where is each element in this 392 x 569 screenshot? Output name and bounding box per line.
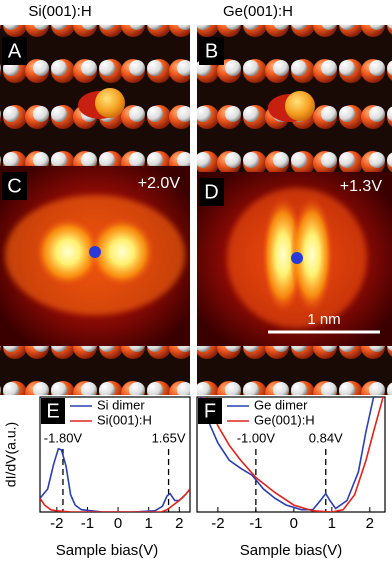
label-box — [199, 178, 224, 206]
panel-label: A — [8, 40, 22, 62]
legend-label: Si dimer — [97, 397, 145, 412]
series-line — [205, 397, 384, 512]
x-tick-label: 2 — [175, 515, 183, 532]
x-tick-label: -1 — [81, 515, 94, 532]
stm-image — [0, 166, 190, 346]
panel-label: F — [204, 400, 216, 422]
label-box — [2, 172, 27, 200]
x-tick-label: 1 — [328, 515, 336, 532]
marker-label: 0.84V — [309, 430, 343, 445]
legend-label: Ge(001):H — [254, 412, 315, 427]
curves — [200, 397, 384, 512]
x-tick-label: -2 — [211, 515, 224, 532]
x-axis-label: Sample bias(V) — [240, 542, 343, 559]
marker-label: -1.00V — [237, 430, 276, 445]
x-tick-label: -2 — [50, 515, 63, 532]
panel-label: B — [205, 40, 218, 62]
label-box — [41, 398, 65, 424]
series-line — [200, 397, 375, 511]
adatom — [95, 88, 125, 118]
y-axis-label: dI/dV(a.u.) — [3, 422, 19, 487]
x-axis-label: Sample bias(V) — [56, 542, 159, 559]
panel-label: E — [46, 400, 59, 422]
x-tick-label: 2 — [366, 515, 374, 532]
legend-label: Si(001):H — [97, 412, 152, 427]
header: Ge(001):H — [223, 3, 293, 20]
x-tick-label: 0 — [114, 515, 122, 532]
label-box — [2, 37, 27, 65]
x-tick-label: 1 — [145, 515, 153, 532]
label-box — [199, 37, 224, 65]
scale-bar-label: 1 nm — [307, 311, 340, 328]
bias-label: +2.0V — [138, 175, 181, 192]
x-tick-label: -1 — [249, 515, 262, 532]
panel-label: D — [204, 181, 218, 203]
x-tick-label: 0 — [290, 515, 298, 532]
stm-image — [197, 172, 392, 346]
legend-label: Ge dimer — [254, 397, 308, 412]
panel-label: C — [7, 175, 21, 197]
series-line — [40, 488, 190, 512]
marker-label: -1.80V — [44, 430, 83, 445]
bias-label: +1.3V — [340, 178, 383, 195]
curves — [40, 447, 190, 512]
header: Si(001):H — [28, 3, 91, 20]
adatom — [285, 91, 315, 121]
series-line — [40, 447, 190, 512]
marker-label: 1.65V — [152, 430, 186, 445]
plot-area — [196, 396, 386, 513]
label-box — [198, 398, 222, 424]
